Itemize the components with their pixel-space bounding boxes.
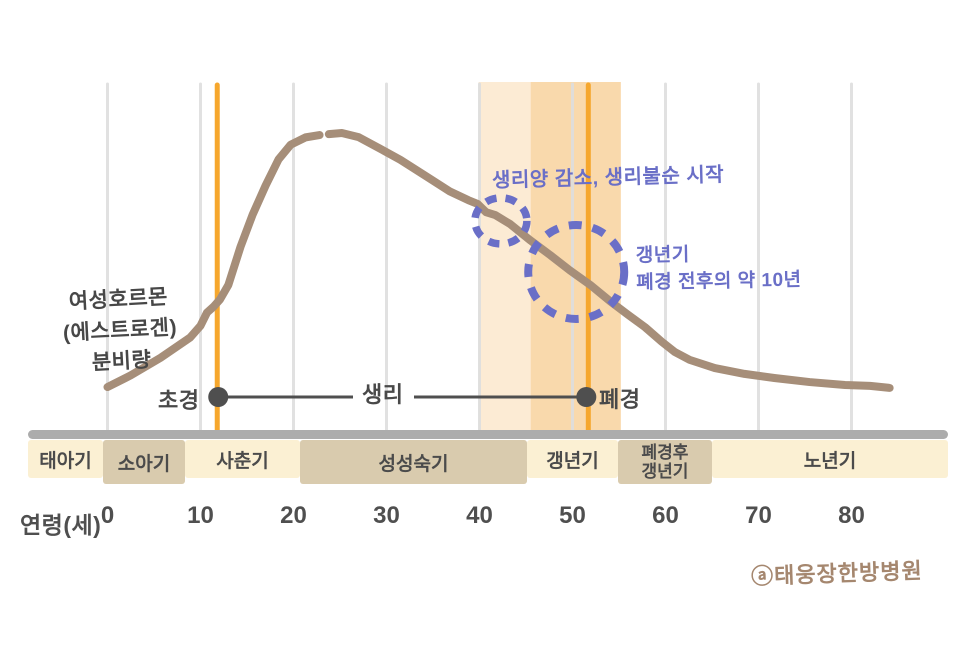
watermark: ⓐ태웅장한방병원 xyxy=(750,558,924,589)
x-tick-label-10: 10 xyxy=(187,502,214,529)
x-tick-label-30: 30 xyxy=(373,502,400,529)
menarche-dot xyxy=(208,387,229,407)
annotation-menopause-transition: 갱년기 폐경 전후의 약 10년 xyxy=(636,240,802,297)
menstruation-span-label: 생리 xyxy=(362,382,404,407)
x-tick-label-20: 20 xyxy=(280,502,307,529)
highlight-band-light xyxy=(478,82,531,432)
life-stage-band: 태아기 xyxy=(28,440,103,478)
callout-circle-1 xyxy=(471,194,531,248)
x-tick-label-0: 0 xyxy=(100,502,115,529)
life-stage-band: 폐경후 갱년기 xyxy=(618,440,712,484)
highlight-band-dark xyxy=(530,82,621,432)
x-axis-unit-label: 연령(세) xyxy=(20,512,102,538)
annotation-transition-line1: 갱년기 xyxy=(635,244,690,267)
annotation-transition-line2: 폐경 전후의 약 10년 xyxy=(636,269,802,294)
x-tick-label-40: 40 xyxy=(466,502,493,529)
menopause-dot xyxy=(576,387,597,407)
x-axis-bar xyxy=(28,430,948,439)
y-axis-label: 여성호르몬 (에스트로겐) 분비량 xyxy=(48,280,193,380)
x-tick-label-70: 70 xyxy=(745,502,772,529)
life-stage-band: 노년기 xyxy=(712,440,948,478)
x-tick-label-80: 80 xyxy=(838,502,865,529)
life-stage-band: 갱년기 xyxy=(527,440,618,478)
estrogen-curve-segment-2 xyxy=(324,129,894,392)
x-tick-label-60: 60 xyxy=(652,502,679,529)
callout-circle-2 xyxy=(524,220,629,323)
life-stage-band: 성성숙기 xyxy=(300,440,527,484)
life-stage-band: 사춘기 xyxy=(185,440,300,478)
life-stage-band: 소아기 xyxy=(103,440,185,484)
estrogen-curve-segment-1 xyxy=(103,131,324,392)
x-tick-label-50: 50 xyxy=(559,502,586,529)
menopause-label: 폐경 xyxy=(599,387,641,412)
menarche-label: 초경 xyxy=(158,388,200,413)
annotation-period-change: 생리양 감소, 생리불순 시작 xyxy=(491,163,725,193)
